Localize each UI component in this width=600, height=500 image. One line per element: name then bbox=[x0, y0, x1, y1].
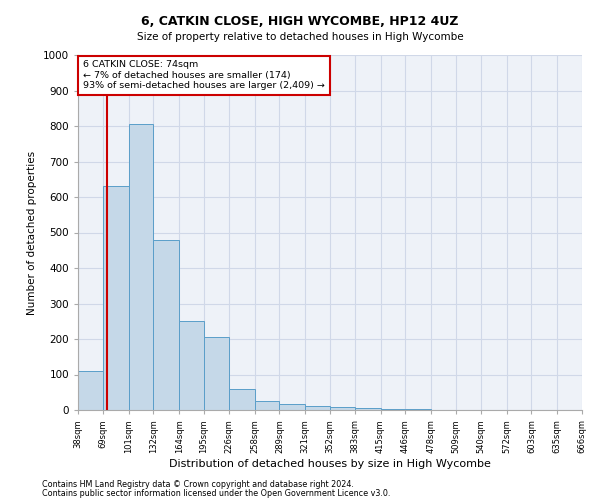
Bar bbox=[78, 371, 103, 410]
Bar bbox=[204, 337, 229, 410]
Bar bbox=[330, 407, 355, 410]
Bar bbox=[280, 404, 305, 410]
X-axis label: Distribution of detached houses by size in High Wycombe: Distribution of detached houses by size … bbox=[169, 458, 491, 468]
Bar bbox=[254, 401, 280, 410]
Text: 6 CATKIN CLOSE: 74sqm
← 7% of detached houses are smaller (174)
93% of semi-deta: 6 CATKIN CLOSE: 74sqm ← 7% of detached h… bbox=[83, 60, 325, 90]
Bar bbox=[380, 409, 406, 410]
Bar bbox=[154, 240, 179, 410]
Text: Size of property relative to detached houses in High Wycombe: Size of property relative to detached ho… bbox=[137, 32, 463, 42]
Text: 6, CATKIN CLOSE, HIGH WYCOMBE, HP12 4UZ: 6, CATKIN CLOSE, HIGH WYCOMBE, HP12 4UZ bbox=[141, 15, 459, 28]
Text: Contains HM Land Registry data © Crown copyright and database right 2024.: Contains HM Land Registry data © Crown c… bbox=[42, 480, 354, 489]
Y-axis label: Number of detached properties: Number of detached properties bbox=[27, 150, 37, 314]
Bar bbox=[305, 406, 330, 410]
Text: Contains public sector information licensed under the Open Government Licence v3: Contains public sector information licen… bbox=[42, 488, 391, 498]
Bar bbox=[103, 186, 128, 410]
Bar bbox=[128, 124, 154, 410]
Bar bbox=[229, 388, 254, 410]
Bar bbox=[355, 408, 380, 410]
Bar bbox=[179, 322, 204, 410]
